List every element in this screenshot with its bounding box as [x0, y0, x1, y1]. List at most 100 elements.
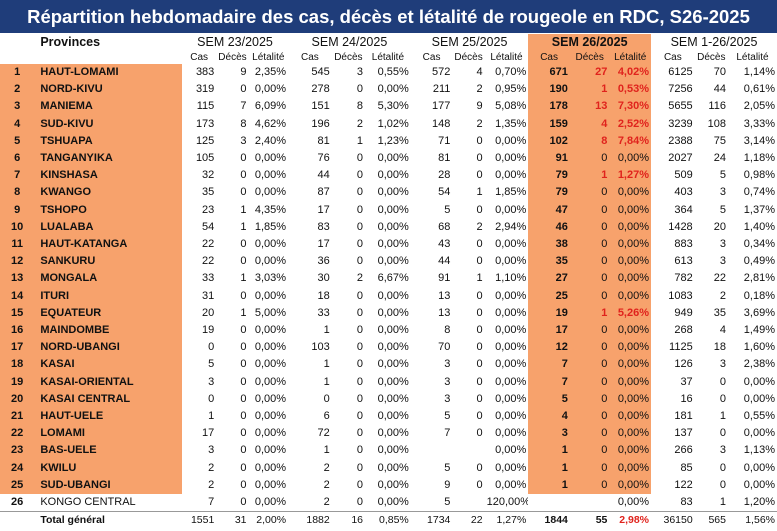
cell-value: 0	[356, 220, 364, 233]
cell-value: 3,03%	[254, 272, 287, 285]
cell-value: 1,20%	[743, 496, 775, 509]
cell-value: 2	[476, 83, 483, 96]
cell-value: 0,00%	[254, 444, 287, 457]
cell-value: 43	[438, 238, 451, 251]
cell-value: 1	[569, 81, 610, 99]
province-row: 7 KINSHASA 32 0 0,00% 44 0 0,00% 28 0 0,00% 79 1 1,27…	[0, 167, 777, 185]
cell-value: 0,98%	[743, 169, 775, 182]
province-name: KWANGO	[34, 184, 182, 202]
cell-value: 0,00%	[495, 341, 527, 354]
cell-value: 9	[240, 66, 247, 78]
cell-value: 12	[528, 339, 570, 357]
cell-value: 3	[208, 444, 215, 457]
cell-value: 0	[240, 289, 247, 302]
cell-value: 2	[719, 289, 726, 302]
cell-value: 0,00%	[377, 83, 409, 96]
cell-value: 1	[323, 358, 330, 371]
cell-value: 173	[195, 117, 215, 130]
cell-value: 0,00%	[495, 306, 527, 319]
cell-value: 91	[528, 150, 570, 168]
cell-value: 0	[476, 238, 483, 251]
cell-value: 0,00%	[743, 375, 775, 388]
cell-value: 0,00%	[609, 322, 652, 340]
cell-value: 44	[438, 255, 451, 268]
cell-value: 0,00%	[377, 410, 409, 423]
cell-value: 0,34%	[743, 238, 775, 251]
cell-value: 1	[476, 186, 483, 199]
province-name: KASAI-ORIENTAL	[34, 373, 182, 391]
province-name: SUD-UBANGI	[34, 476, 182, 495]
row-number: 14	[0, 287, 35, 305]
cell-value: 16	[680, 392, 693, 405]
measles-weekly-table: Provinces SEM 23/2025 SEM 24/2025 SEM 25…	[0, 34, 777, 530]
cell-value: 4	[528, 408, 570, 426]
total-value: 2,98%	[609, 511, 652, 530]
cell-value: 0,00%	[609, 253, 652, 271]
cell-value: 115	[196, 100, 215, 113]
cell-value: 5	[719, 203, 726, 216]
cell-value: 0,00%	[609, 373, 652, 391]
province-name: KINSHASA	[34, 167, 182, 185]
cell-value	[452, 442, 484, 459]
cell-value: 1	[528, 459, 570, 477]
cell-value: 13	[438, 289, 451, 302]
cell-value: 0,00%	[254, 324, 287, 337]
cell-value: 0,00%	[495, 392, 527, 405]
total-value: 0,85%	[365, 511, 411, 530]
province-row: 25 SUD-UBANGI 2 0 0,00% 2 0 0,00% 9 0 0,00% 1 0 0,00%…	[0, 476, 777, 495]
cell-value: 108	[707, 117, 726, 130]
cell-value: 1	[240, 220, 247, 233]
metric-header-row: Cas Décès Létalité Cas Décès Létalité Cas Décès…	[0, 51, 777, 64]
cell-value: 0,00%	[254, 169, 287, 182]
cell-value: 3,14%	[743, 134, 775, 147]
cell-value: 3	[240, 134, 247, 147]
cell-value: 0	[476, 461, 483, 474]
row-number: 18	[0, 356, 35, 374]
cell-value: 0,00%	[609, 287, 652, 305]
cell-value: 81	[317, 134, 330, 147]
cell-value: 0	[356, 478, 364, 491]
cell-value: 102	[528, 132, 570, 151]
cell-value: 3	[719, 358, 726, 371]
cell-value: 0	[240, 83, 247, 96]
cell-value: 0	[569, 425, 610, 443]
cell-value: 0	[356, 324, 364, 337]
cell-value: 3,33%	[743, 117, 775, 130]
cell-value: 782	[674, 272, 693, 285]
cell-value: 0,00%	[254, 375, 287, 388]
cell-value: 79	[528, 167, 570, 185]
cell-value: 1,14%	[743, 66, 775, 78]
cell-value: 1	[528, 476, 570, 495]
cell-value: 0,00%	[377, 306, 409, 319]
cell-value: 9	[476, 100, 483, 113]
province-row: 3 MANIEMA 115 7 6,09% 151 8 5,30% 177 9 5,08% 178 13…	[0, 98, 777, 116]
cell-value: 47	[528, 201, 570, 219]
metric-cas: Cas	[528, 51, 570, 64]
cell-value: 71	[438, 134, 451, 147]
cell-value: 4,02%	[609, 64, 652, 82]
cell-value: 0	[356, 238, 364, 251]
cell-value: 0	[240, 341, 247, 354]
cell-value: 120,00%	[486, 496, 529, 509]
cell-value: 0	[240, 375, 247, 388]
cell-value: 0	[569, 287, 610, 305]
province-row: 10 LUALABA 54 1 1,85% 83 0 0,00% 68 2 2,94% 46 0 0,00…	[0, 218, 777, 237]
province-row: 26 KONGO CENTRAL 7 0 0,00% 2 0 0,00% 5 120,00% 0,0…	[0, 494, 777, 512]
cell-value: 0,00%	[254, 496, 287, 509]
total-value: 22	[452, 511, 485, 530]
cell-value: 613	[674, 255, 693, 268]
province-row: 17 NORD-UBANGI 0 0 0,00% 103 0 0,00% 70 0 0,00% 12 0…	[0, 339, 777, 357]
province-name: SUD-KIVU	[34, 115, 182, 133]
cell-value: 0,00%	[609, 408, 652, 426]
week-header-cumulative: SEM 1-26/2025	[670, 35, 758, 49]
total-value: 1844	[528, 511, 570, 530]
cell-value: 0	[719, 392, 726, 405]
province-row: 18 KASAI 5 0 0,00% 1 0 0,00% 3 0 0,00% 7 0 0,00% 126 3 2…	[0, 356, 777, 374]
cell-value: 2	[208, 478, 215, 491]
week-header: SEM 25/2025	[431, 35, 508, 49]
row-number: 12	[0, 253, 35, 271]
cell-value: 0,00%	[377, 496, 409, 509]
cell-value: 0,00%	[609, 201, 652, 219]
cell-value: 54	[202, 220, 215, 233]
province-name: ITURI	[34, 287, 182, 305]
